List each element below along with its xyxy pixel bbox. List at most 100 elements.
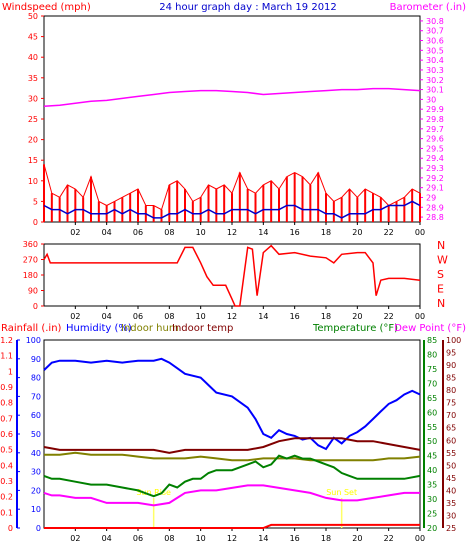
wind-direction-x-tick-label: 22 bbox=[384, 312, 394, 321]
windspeed-y-tick-label: 20 bbox=[28, 136, 38, 145]
legend-temperature: Temperature (°F) bbox=[312, 323, 398, 334]
sun-event-label: Sun Rise bbox=[136, 488, 171, 497]
barometer-y-tick-label: 30.8 bbox=[426, 17, 444, 26]
barometer-y-tick-label: 30.1 bbox=[426, 86, 444, 95]
barometer-y-tick-label: 29.7 bbox=[426, 125, 444, 134]
wind-baro-x-tick-label: 14 bbox=[258, 228, 268, 237]
windspeed-y-tick-label: 50 bbox=[28, 12, 38, 21]
temperature-y-tick-label: 20 bbox=[427, 524, 437, 533]
wind-direction-x-tick-label: 12 bbox=[227, 312, 237, 321]
humidity-y-tick-label: 80 bbox=[31, 374, 41, 383]
humidity-temp-x-tick-label: 12 bbox=[227, 534, 237, 543]
rainfall-y-tick-label: 0.1 bbox=[0, 508, 13, 517]
windspeed-y-tick-label: 0 bbox=[33, 218, 38, 227]
wind-baro-x-tick-label: 22 bbox=[384, 228, 394, 237]
humidity-y-tick-label: 20 bbox=[31, 486, 41, 495]
wind-direction-x-tick-label: 10 bbox=[196, 312, 206, 321]
humidity-temp-x-tick-label: 10 bbox=[196, 534, 206, 543]
wind-baro-x-tick-label: 12 bbox=[227, 228, 237, 237]
humidity-y-tick-label: 50 bbox=[31, 430, 41, 439]
temperature-y-tick-label: 30 bbox=[427, 495, 437, 504]
humidity-line bbox=[43, 357, 421, 451]
wind-baro-x-tick-label: 10 bbox=[196, 228, 206, 237]
windspeed-y-tick-label: 25 bbox=[28, 115, 38, 124]
temperature-y-tick-label: 35 bbox=[427, 481, 437, 490]
temperature-y-tick-label: 60 bbox=[427, 408, 437, 417]
barometer-y-tick-label: 29.9 bbox=[426, 105, 444, 114]
dew-point-y-tick-label: 80 bbox=[446, 386, 456, 395]
barometer-y-tick-label: 29.6 bbox=[426, 135, 444, 144]
wind-baro-x-tick-label: 04 bbox=[102, 228, 112, 237]
temperature-y-tick-label: 45 bbox=[427, 452, 437, 461]
wind-direction-x-tick-label: 06 bbox=[133, 312, 143, 321]
barometer-y-tick-label: 29.4 bbox=[426, 154, 444, 163]
barometer-y-tick-label: 29.8 bbox=[426, 115, 444, 124]
humidity-y-tick-label: 60 bbox=[31, 411, 41, 420]
barometer-y-tick-label: 30 bbox=[426, 95, 436, 104]
temperature-line bbox=[43, 454, 421, 498]
dew-point-y-tick-label: 60 bbox=[446, 436, 456, 445]
dew-point-y-tick-label: 50 bbox=[446, 461, 456, 470]
barometer-y-tick-label: 29.5 bbox=[426, 144, 444, 153]
dew-point-y-tick-label: 85 bbox=[446, 374, 456, 383]
windspeed-y-tick-label: 45 bbox=[28, 33, 38, 42]
windspeed-y-tick-label: 5 bbox=[33, 197, 38, 206]
humidity-temp-x-tick-label: 18 bbox=[321, 534, 331, 543]
legend-dew-point: Dew Point (°F) bbox=[394, 323, 466, 334]
barometer-y-tick-label: 29.2 bbox=[426, 174, 444, 183]
rainfall-y-tick-label: 1 bbox=[8, 367, 13, 376]
wind-direction-x-tick-label: 02 bbox=[70, 312, 80, 321]
indoor-temperature-line bbox=[43, 437, 421, 454]
humidity-temp-x-tick-label: 22 bbox=[384, 534, 394, 543]
windspeed-y-tick-label: 15 bbox=[28, 156, 38, 165]
rainfall-y-tick-label: 0.3 bbox=[0, 477, 13, 486]
humidity-temp-x-tick-label: 06 bbox=[133, 534, 143, 543]
humidity-temp-x-tick-label: 20 bbox=[352, 534, 362, 543]
windspeed-y-tick-label: 35 bbox=[28, 74, 38, 83]
dew-point-y-tick-label: 35 bbox=[446, 499, 456, 508]
compass-direction-label: N bbox=[437, 297, 445, 310]
dew-point-y-tick-label: 65 bbox=[446, 424, 456, 433]
wind-direction-x-tick-label: 00 bbox=[415, 312, 425, 321]
temperature-y-tick-label: 55 bbox=[427, 423, 437, 432]
wind-direction-y-tick-label: 360 bbox=[23, 240, 38, 249]
barometer-axis-label: Barometer (.in) bbox=[390, 2, 466, 13]
dew-point-y-tick-label: 30 bbox=[446, 511, 456, 520]
legend-rainfall: Rainfall (.in) bbox=[1, 323, 62, 334]
barometer-y-tick-label: 30.3 bbox=[426, 66, 444, 75]
barometer-y-tick-label: 28.8 bbox=[426, 213, 444, 222]
dew-point-y-tick-label: 75 bbox=[446, 399, 456, 408]
dew-point-y-tick-label: 100 bbox=[446, 336, 461, 345]
rainfall-y-tick-label: 0.5 bbox=[0, 446, 13, 455]
dew-point-y-tick-label: 45 bbox=[446, 474, 456, 483]
humidity-temp-x-tick-label: 14 bbox=[258, 534, 268, 543]
rainfall-line bbox=[44, 523, 420, 529]
wind-direction-x-tick-label: 14 bbox=[258, 312, 268, 321]
dew-point-y-tick-label: 40 bbox=[446, 486, 456, 495]
wind-average-line bbox=[43, 200, 421, 219]
compass-direction-label: S bbox=[437, 268, 444, 281]
humidity-y-tick-label: 0 bbox=[36, 524, 41, 533]
temperature-y-tick-label: 50 bbox=[427, 437, 437, 446]
rainfall-y-tick-label: 0.2 bbox=[0, 493, 13, 502]
barometer-y-tick-label: 30.6 bbox=[426, 37, 444, 46]
compass-direction-label: W bbox=[437, 254, 448, 267]
wind-direction-line bbox=[43, 244, 421, 307]
chart-title: 24 hour graph day : March 19 2012 bbox=[159, 2, 337, 13]
temperature-y-tick-label: 70 bbox=[427, 379, 437, 388]
wind-baro-x-tick-label: 18 bbox=[321, 228, 331, 237]
wind-baro-x-tick-label: 00 bbox=[415, 228, 425, 237]
sun-event-label: Sun Set bbox=[326, 488, 357, 497]
compass-direction-label: E bbox=[437, 283, 444, 296]
humidity-y-tick-label: 70 bbox=[31, 392, 41, 401]
rainfall-y-tick-label: 0.7 bbox=[0, 414, 13, 423]
compass-direction-label: N bbox=[437, 239, 445, 252]
temperature-y-tick-label: 75 bbox=[427, 365, 437, 374]
rainfall-y-tick-label: 0.8 bbox=[0, 399, 13, 408]
barometer-y-tick-label: 30.2 bbox=[426, 76, 444, 85]
dew-point-y-tick-label: 70 bbox=[446, 411, 456, 420]
rainfall-y-tick-label: 1.2 bbox=[0, 336, 13, 345]
wind-direction-y-tick-label: 180 bbox=[23, 271, 38, 280]
